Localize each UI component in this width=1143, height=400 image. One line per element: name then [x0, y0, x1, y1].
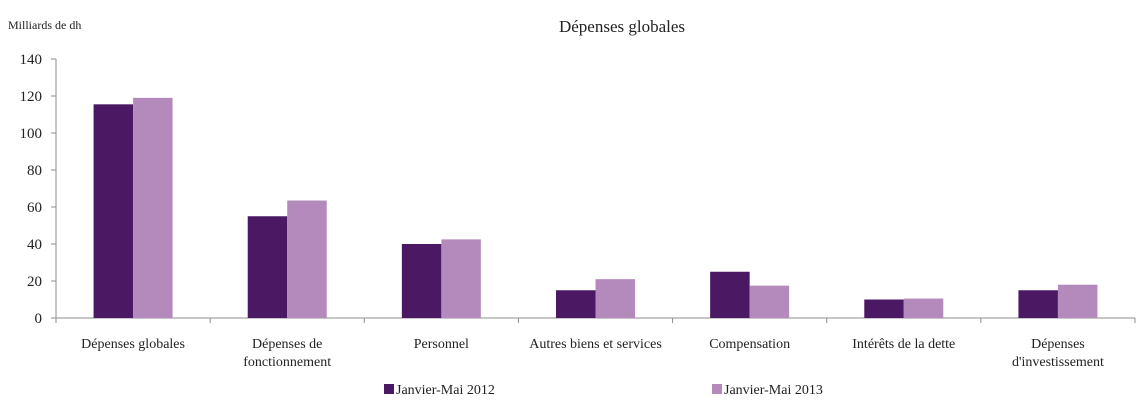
- y-tick-label: 120: [20, 89, 43, 105]
- y-tick-label: 0: [35, 311, 43, 327]
- category-label-line: Dépenses: [1031, 337, 1085, 352]
- category-label-line: Dépenses de: [252, 337, 322, 352]
- category-label: Autres biens et services: [529, 337, 662, 352]
- bar-2013: [1057, 284, 1098, 318]
- bar-2012: [401, 244, 442, 318]
- y-tick-label: 20: [27, 274, 42, 290]
- category-label-line: Compensation: [709, 337, 790, 352]
- bar-2012: [93, 104, 134, 318]
- category-label-line: Personnel: [414, 337, 469, 352]
- category-label: Dépenses d'investissement: [1012, 337, 1104, 370]
- y-tick-label: 40: [27, 237, 42, 253]
- bar-2013: [287, 200, 327, 318]
- bar-2013: [441, 239, 481, 318]
- bar-2012: [864, 299, 904, 318]
- category-label-line: Autres biens et services: [529, 337, 662, 352]
- bar-2012: [710, 271, 750, 318]
- category-label: Dépenses de fonctionnement: [243, 337, 331, 370]
- chart-title: Dépenses globales: [559, 17, 685, 36]
- bar-2012: [247, 216, 288, 318]
- y-axis-ticks: 0 20 40 60 80 100 120 140: [20, 52, 56, 327]
- y-unit-label: Milliards de dh: [8, 18, 81, 32]
- legend-label: Janvier-Mai 2013: [724, 383, 823, 398]
- category-label: Compensation: [709, 337, 790, 352]
- bar-2012: [556, 290, 596, 318]
- bars: [93, 97, 1098, 318]
- y-tick-label: 80: [27, 163, 42, 179]
- bar-2013: [903, 298, 944, 318]
- y-tick-label: 140: [20, 52, 43, 68]
- legend-swatch: [712, 384, 722, 394]
- legend-label: Janvier-Mai 2012: [396, 383, 495, 398]
- category-label-line: Intérêts de la dette: [852, 337, 955, 352]
- y-tick-label: 60: [27, 200, 42, 216]
- category-label: Dépenses globales: [81, 337, 185, 352]
- bar-2013: [749, 285, 790, 318]
- bar-2012: [1018, 290, 1058, 318]
- category-label-line: d'investissement: [1012, 355, 1104, 370]
- x-axis-ticks: [55, 318, 1136, 323]
- legend-swatch: [384, 384, 394, 394]
- category-labels: Dépenses globales Dépenses de fonctionneme…: [81, 337, 1104, 370]
- category-label: Intérêts de la dette: [852, 337, 955, 352]
- bar-2013: [133, 97, 173, 318]
- category-label-line: fonctionnement: [243, 355, 331, 370]
- category-label-line: Dépenses globales: [81, 337, 185, 352]
- bar-2013: [595, 279, 635, 318]
- y-tick-label: 100: [20, 126, 43, 142]
- category-label: Personnel: [414, 337, 469, 352]
- legend: Janvier-Mai 2012 Janvier-Mai 2013: [384, 383, 823, 398]
